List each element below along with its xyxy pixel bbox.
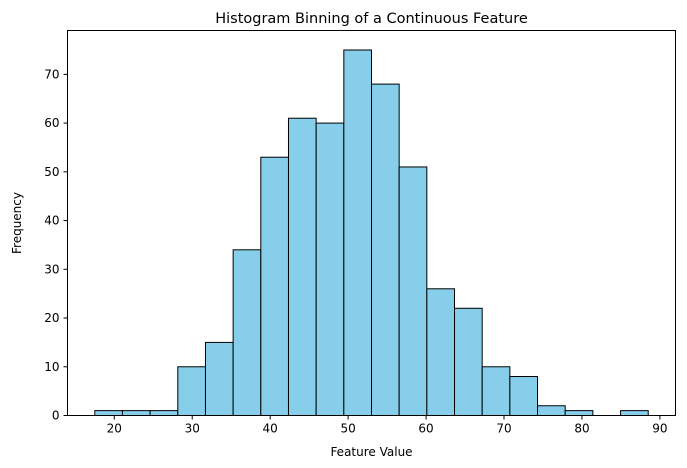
x-tick-label: 70 [496, 422, 511, 436]
bars-group [94, 49, 649, 417]
y-tick-label: 0 [52, 409, 60, 423]
histogram-bar [481, 366, 511, 416]
plot-frame [67, 30, 676, 416]
histogram-bar [537, 405, 566, 417]
histogram-bar [509, 376, 539, 417]
x-axis: 20 30 40 50 60 70 80 90 [107, 415, 668, 436]
y-axis-label: Frequency [10, 192, 24, 254]
y-tick-label: 70 [44, 67, 59, 81]
histogram-bar [149, 410, 179, 417]
y-tick-label: 60 [44, 116, 59, 130]
x-tick-label: 60 [418, 422, 433, 436]
y-tick-label: 20 [44, 311, 59, 325]
x-tick-label: 30 [185, 422, 200, 436]
y-tick-label: 50 [44, 165, 59, 179]
histogram-bar [204, 341, 234, 417]
x-tick-label: 90 [652, 422, 667, 436]
y-tick-label: 10 [44, 360, 59, 374]
histogram-bar [620, 410, 649, 417]
histogram-bar [287, 117, 317, 416]
histogram-bar [343, 49, 373, 416]
histogram-bar [371, 83, 400, 416]
histogram-bar [260, 156, 289, 416]
histogram-bar [454, 307, 483, 417]
y-tick-label: 30 [44, 262, 59, 276]
histogram-bar [177, 366, 206, 416]
histogram-bar [426, 288, 456, 416]
histogram-bar [232, 249, 262, 416]
histogram-bar [121, 410, 151, 417]
chart-title: Histogram Binning of a Continuous Featur… [215, 11, 528, 27]
x-tick-label: 80 [574, 422, 589, 436]
x-tick-label: 20 [107, 422, 122, 436]
histogram-bar [564, 410, 594, 417]
x-tick-label: 50 [340, 422, 355, 436]
histogram-bar [398, 166, 428, 416]
histogram-bar [94, 410, 123, 417]
y-tick-label: 40 [44, 214, 59, 228]
x-tick-label: 40 [263, 422, 278, 436]
x-axis-label: Feature Value [330, 445, 412, 459]
y-axis: 0 10 20 30 40 50 60 70 [44, 67, 68, 423]
histogram-bar [315, 122, 345, 416]
